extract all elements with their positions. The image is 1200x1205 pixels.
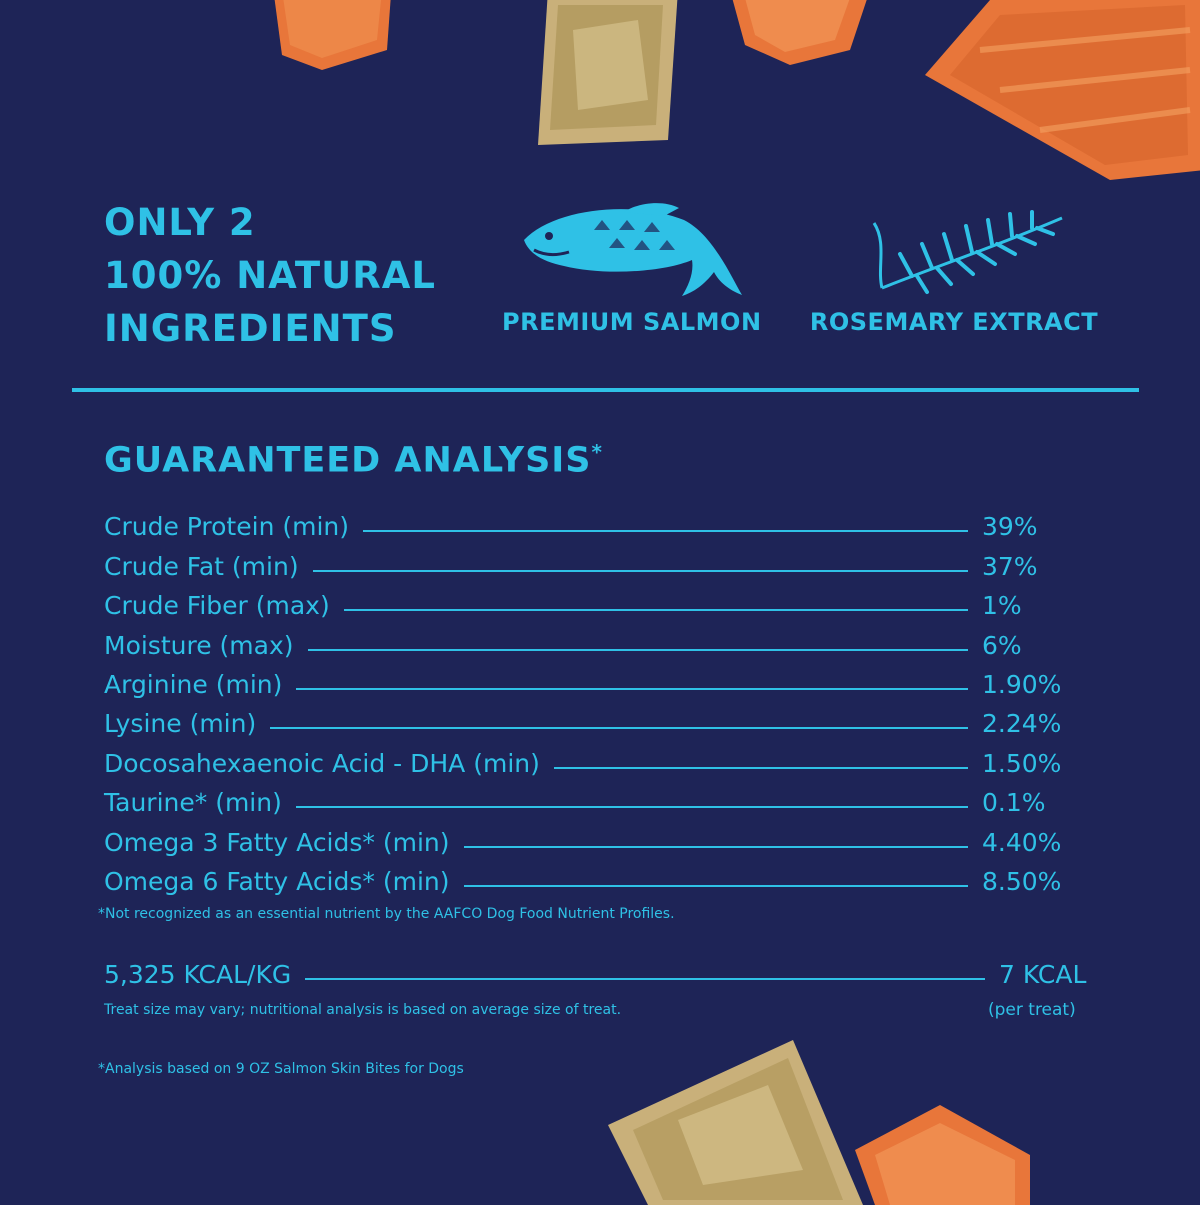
leader-line — [463, 845, 968, 848]
nutrient-value: 6% — [982, 630, 1022, 660]
analysis-title-mark: * — [591, 440, 603, 464]
salmon-treat-image — [274, 0, 391, 70]
nutrient-name: Taurine* (min) — [104, 788, 282, 818]
nutrient-name: Omega 6 Fatty Acids* (min) — [104, 866, 450, 896]
analysis-title-text: GUARANTEED ANALYSIS — [104, 440, 592, 481]
headline-line: 100% NATURAL — [104, 254, 436, 297]
ingredient-label: ROSEMARY EXTRACT — [809, 308, 1099, 336]
aafco-footnote: *Not recognized as an essential nutrient… — [98, 906, 675, 922]
leader-line — [296, 687, 968, 690]
analysis-table: Crude Protein (min) 39% Crude Fat (min) 37… — [104, 502, 1070, 896]
ingredient-rosemary-extract: ROSEMARY EXTRACT — [808, 200, 1100, 350]
per-treat-label: (per treat) — [988, 1000, 1076, 1020]
nutrient-value: 37% — [982, 551, 1038, 581]
analysis-row: Moisture (max) 6% — [104, 620, 1070, 660]
analysis-row: Omega 3 Fatty Acids* (min) 4.40% — [104, 817, 1070, 857]
salmon-treat-image — [855, 1105, 1030, 1205]
leader-line — [270, 727, 968, 730]
leader-line — [295, 806, 968, 809]
analysis-row: Taurine* (min) 0.1% — [104, 778, 1070, 817]
leader-line — [312, 569, 968, 572]
rosemary-sprig-icon — [872, 210, 1063, 294]
analysis-title: GUARANTEED ANALYSIS* — [104, 440, 603, 481]
leader-line — [307, 648, 968, 651]
nutrient-name: Crude Protein (min) — [104, 512, 350, 542]
nutrient-name: Omega 3 Fatty Acids* (min) — [104, 827, 450, 857]
nutrient-name: Lysine (min) — [104, 709, 257, 739]
nutrient-value: 4.40% — [982, 827, 1062, 857]
kcal-per-kg: 5,325 KCAL/KG — [104, 960, 292, 989]
kcal-per-treat: 7 KCAL — [999, 960, 1087, 989]
leader-line — [305, 978, 985, 980]
analysis-row: Docosahexaenoic Acid - DHA (min) 1.50% — [104, 738, 1070, 778]
leader-line — [343, 609, 968, 612]
nutrient-value: 1% — [982, 591, 1022, 621]
headline-line: INGREDIENTS — [104, 307, 397, 350]
analysis-row: Crude Fat (min) 37% — [104, 541, 1070, 581]
analysis-row: Lysine (min) 2.24% — [104, 699, 1070, 738]
salmon-skin-treat-image — [608, 1040, 863, 1205]
ingredient-premium-salmon: PREMIUM SALMON — [502, 200, 762, 350]
salmon-treat-image — [925, 0, 1200, 180]
leader-line — [553, 766, 968, 769]
nutrient-value: 39% — [982, 512, 1038, 542]
nutrient-value: 2.24% — [982, 709, 1062, 739]
nutrient-value: 8.50% — [982, 866, 1062, 896]
nutrient-name: Arginine (min) — [104, 669, 283, 699]
analysis-basis-note: *Analysis based on 9 OZ Salmon Skin Bite… — [98, 1061, 464, 1077]
nutrient-name: Crude Fiber (max) — [104, 591, 330, 621]
section-divider — [72, 388, 1139, 392]
ingredient-label: PREMIUM SALMON — [502, 308, 762, 336]
nutrient-name: Docosahexaenoic Acid - DHA (min) — [104, 748, 540, 778]
salmon-skin-treat-image — [538, 0, 678, 145]
analysis-row: Omega 6 Fatty Acids* (min) 8.50% — [104, 857, 1070, 896]
nutrient-name: Moisture (max) — [104, 630, 294, 660]
treat-size-note: Treat size may vary; nutritional analysi… — [104, 1002, 622, 1018]
analysis-row: Arginine (min) 1.90% — [104, 660, 1070, 699]
leader-line — [463, 884, 968, 887]
nutrient-name: Crude Fat (min) — [104, 551, 299, 581]
nutrient-value: 1.50% — [982, 748, 1062, 778]
salmon-fish-icon — [524, 203, 742, 296]
nutrient-value: 1.90% — [982, 669, 1062, 699]
calorie-row: 5,325 KCAL/KG 7 KCAL — [104, 960, 1094, 989]
nutrient-value: 0.1% — [982, 788, 1046, 818]
analysis-row: Crude Protein (min) 39% — [104, 502, 1070, 541]
leader-line — [363, 530, 968, 533]
salmon-treat-image — [900, 1090, 1040, 1140]
headline: ONLY 2 100% NATURAL INGREDIENTS — [104, 196, 436, 355]
salmon-treat-image — [732, 0, 867, 65]
headline-line: ONLY 2 — [104, 201, 256, 244]
analysis-row: Crude Fiber (max) 1% — [104, 581, 1070, 620]
